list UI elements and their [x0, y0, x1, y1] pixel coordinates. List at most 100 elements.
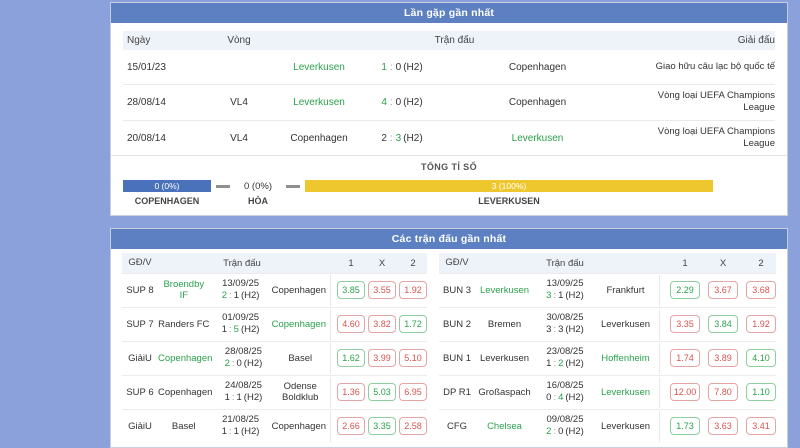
col-header-comp: GĐ/V [128, 257, 152, 269]
col-header-x: X [719, 257, 727, 269]
away-team: Leverkusen [600, 386, 651, 398]
odds-draw[interactable]: 3.99 [368, 349, 396, 368]
away-team-cell: Leverkusen [596, 319, 655, 330]
competition: CFG [446, 420, 468, 432]
home-team-cell: Leverkusen [475, 353, 534, 364]
odds-home-win[interactable]: 1.74 [670, 349, 700, 368]
col-header-comp: GĐ/V [445, 257, 469, 269]
recent-match-row[interactable]: SUP 8 Broendby IF 13/09/25 2:1 (H2) Copen… [122, 272, 427, 307]
odds-draw[interactable]: 3.82 [368, 315, 396, 334]
away-team-cell: Copenhagen [430, 62, 645, 73]
odds-home-win[interactable]: 2.29 [670, 281, 700, 300]
away-team-cell: Frankfurt [596, 285, 655, 296]
match-date-score: 21/08/25 1:1 (H2) [210, 414, 272, 439]
odds-home-win[interactable]: 3.35 [670, 315, 700, 334]
odds-away-win[interactable]: 3.41 [746, 417, 776, 436]
recent-match-row[interactable]: SUP 6 Copenhagen 24/08/25 1:1 (H2) Odense… [122, 374, 427, 409]
league-name: Giao hữu câu lạc bộ quốc tế [655, 60, 775, 72]
odds-home-win[interactable]: 12.00 [670, 383, 700, 402]
recent-match-row[interactable]: BUN 2 Bremen 30/08/25 3:3 (H2) Leverkusen… [439, 306, 776, 341]
odds-away-win[interactable]: 2.58 [399, 417, 427, 436]
competition: DP R1 [443, 386, 471, 398]
recent-matches-section: Các trận đấu gần nhất GĐ/V Trận đấu 1 X … [110, 228, 788, 448]
half-time-tag: (H2) [240, 290, 260, 302]
recent-match-row[interactable]: DP R1 Großaspach 16/08/25 0:4 (H2) Leverk… [439, 374, 776, 409]
odds-group: 1.73 3.63 3.41 [659, 410, 776, 442]
copenhagen-label: COPENHAGEN [134, 196, 200, 207]
odds-group: 1.36 5.03 6.95 [330, 376, 427, 408]
odds-home-win[interactable]: 1.73 [670, 417, 700, 436]
match-score: 2:3 (H2) [381, 132, 423, 144]
home-team-cell: Leverkusen [264, 62, 374, 73]
match-date: 09/08/25 [546, 413, 584, 425]
leverkusen-recent-table: GĐ/V Trận đấu 1 X 2 BUN 3 Leverkusen 13/… [439, 249, 776, 442]
odds-draw[interactable]: 3.55 [368, 281, 396, 300]
odds-away-win[interactable]: 3.68 [746, 281, 776, 300]
match-score: 3:1 (H2) [546, 290, 584, 302]
odds-away-win[interactable]: 1.92 [746, 315, 776, 334]
competition: BUN 1 [443, 352, 471, 364]
match-date-score: 01/09/25 1:5 (H2) [210, 312, 272, 337]
odds-draw[interactable]: 7.80 [708, 383, 738, 402]
recent-match-row[interactable]: BUN 3 Leverkusen 13/09/25 3:1 (H2) Frankf… [439, 272, 776, 307]
odds-draw[interactable]: 3.63 [708, 417, 738, 436]
odds-home-win[interactable]: 1.36 [337, 383, 365, 402]
recent-match-row[interactable]: CFG Chelsea 09/08/25 2:0 (H2) Leverkusen … [439, 408, 776, 443]
col-header-x: X [378, 257, 386, 269]
odds-home-win[interactable]: 2.66 [337, 417, 365, 436]
recent-match-row[interactable]: SUP 7 Randers FC 01/09/25 1:5 (H2) Copenh… [122, 306, 427, 341]
away-team: Frankfurt [606, 284, 645, 296]
match-date-score: 28/08/25 2:0 (H2) [212, 346, 274, 371]
recent-match-row[interactable]: GiảiU Copenhagen 28/08/25 2:0 (H2) Basel … [122, 340, 427, 375]
match-date: 24/08/25 [224, 379, 262, 391]
recent-match-row[interactable]: BUN 1 Leverkusen 23/08/25 1:2 (H2) Hoffen… [439, 340, 776, 375]
odds-draw[interactable]: 3.89 [708, 349, 738, 368]
col-header-1: 1 [348, 257, 354, 269]
home-goals: 1 [546, 358, 552, 370]
odds-away-win[interactable]: 1.10 [746, 383, 776, 402]
odds-away-win[interactable]: 6.95 [399, 383, 427, 402]
home-team: Copenhagen [158, 386, 213, 398]
away-team-cell: Copenhagen [272, 421, 326, 432]
recent-match-row[interactable]: GiảiU Basel 21/08/25 1:1 (H2) Copenhagen … [122, 408, 427, 443]
odds-draw[interactable]: 5.03 [368, 383, 396, 402]
match-score: 1:1 (H2) [224, 392, 263, 404]
home-team: Chelsea [487, 420, 522, 432]
odds-away-win[interactable]: 1.72 [399, 315, 427, 334]
odds-group: 3.35 3.84 1.92 [659, 308, 776, 340]
half-time-tag: (H2) [565, 392, 584, 404]
copenhagen-recent-table: GĐ/V Trận đấu 1 X 2 SUP 8 Broendby IF 13… [122, 249, 427, 442]
home-goals: 4 [381, 96, 387, 108]
competition: GiảiU [128, 420, 152, 432]
half-time-tag: (H2) [403, 132, 423, 144]
half-time-tag: (H2) [565, 290, 584, 302]
home-team-cell: Copenhagen [264, 133, 374, 144]
odds-home-win[interactable]: 3.85 [337, 281, 365, 300]
draw-bar-left [216, 184, 230, 188]
h2h-match-row[interactable]: 20/08/14 VL4 Copenhagen 2:3 (H2) Leverkus… [123, 121, 775, 156]
home-team: Großaspach [478, 386, 531, 398]
away-goals: 1 [233, 290, 239, 302]
col-header-1: 1 [682, 257, 688, 269]
away-team-cell: Copenhagen [272, 319, 326, 330]
away-team: Copenhagen [508, 96, 567, 108]
odds-away-win[interactable]: 5.10 [399, 349, 427, 368]
away-goals: 4 [558, 392, 564, 404]
h2h-rows: 15/01/23 Leverkusen 1:0 (H2) Copenhagen G… [123, 50, 775, 155]
competition: SUP 8 [126, 284, 154, 296]
away-team: Leverkusen [600, 318, 651, 330]
col-header-match: Trận đấu [434, 35, 475, 46]
away-team-cell: Hoffenheim [596, 353, 655, 364]
odds-home-win[interactable]: 1.62 [337, 349, 365, 368]
h2h-match-row[interactable]: 28/08/14 VL4 Leverkusen 4:0 (H2) Copenhag… [123, 85, 775, 121]
odds-draw[interactable]: 3.84 [708, 315, 738, 334]
h2h-match-row[interactable]: 15/01/23 Leverkusen 1:0 (H2) Copenhagen G… [123, 50, 775, 85]
odds-draw[interactable]: 3.35 [368, 417, 396, 436]
odds-home-win[interactable]: 4.60 [337, 315, 365, 334]
odds-away-win[interactable]: 1.92 [399, 281, 427, 300]
away-goals: 0 [558, 426, 564, 438]
odds-draw[interactable]: 3.67 [708, 281, 738, 300]
recent-table-header: GĐ/V Trận đấu 1 X 2 [439, 253, 776, 273]
match-date-score: 13/09/25 2:1 (H2) [210, 278, 272, 303]
odds-away-win[interactable]: 4.10 [746, 349, 776, 368]
